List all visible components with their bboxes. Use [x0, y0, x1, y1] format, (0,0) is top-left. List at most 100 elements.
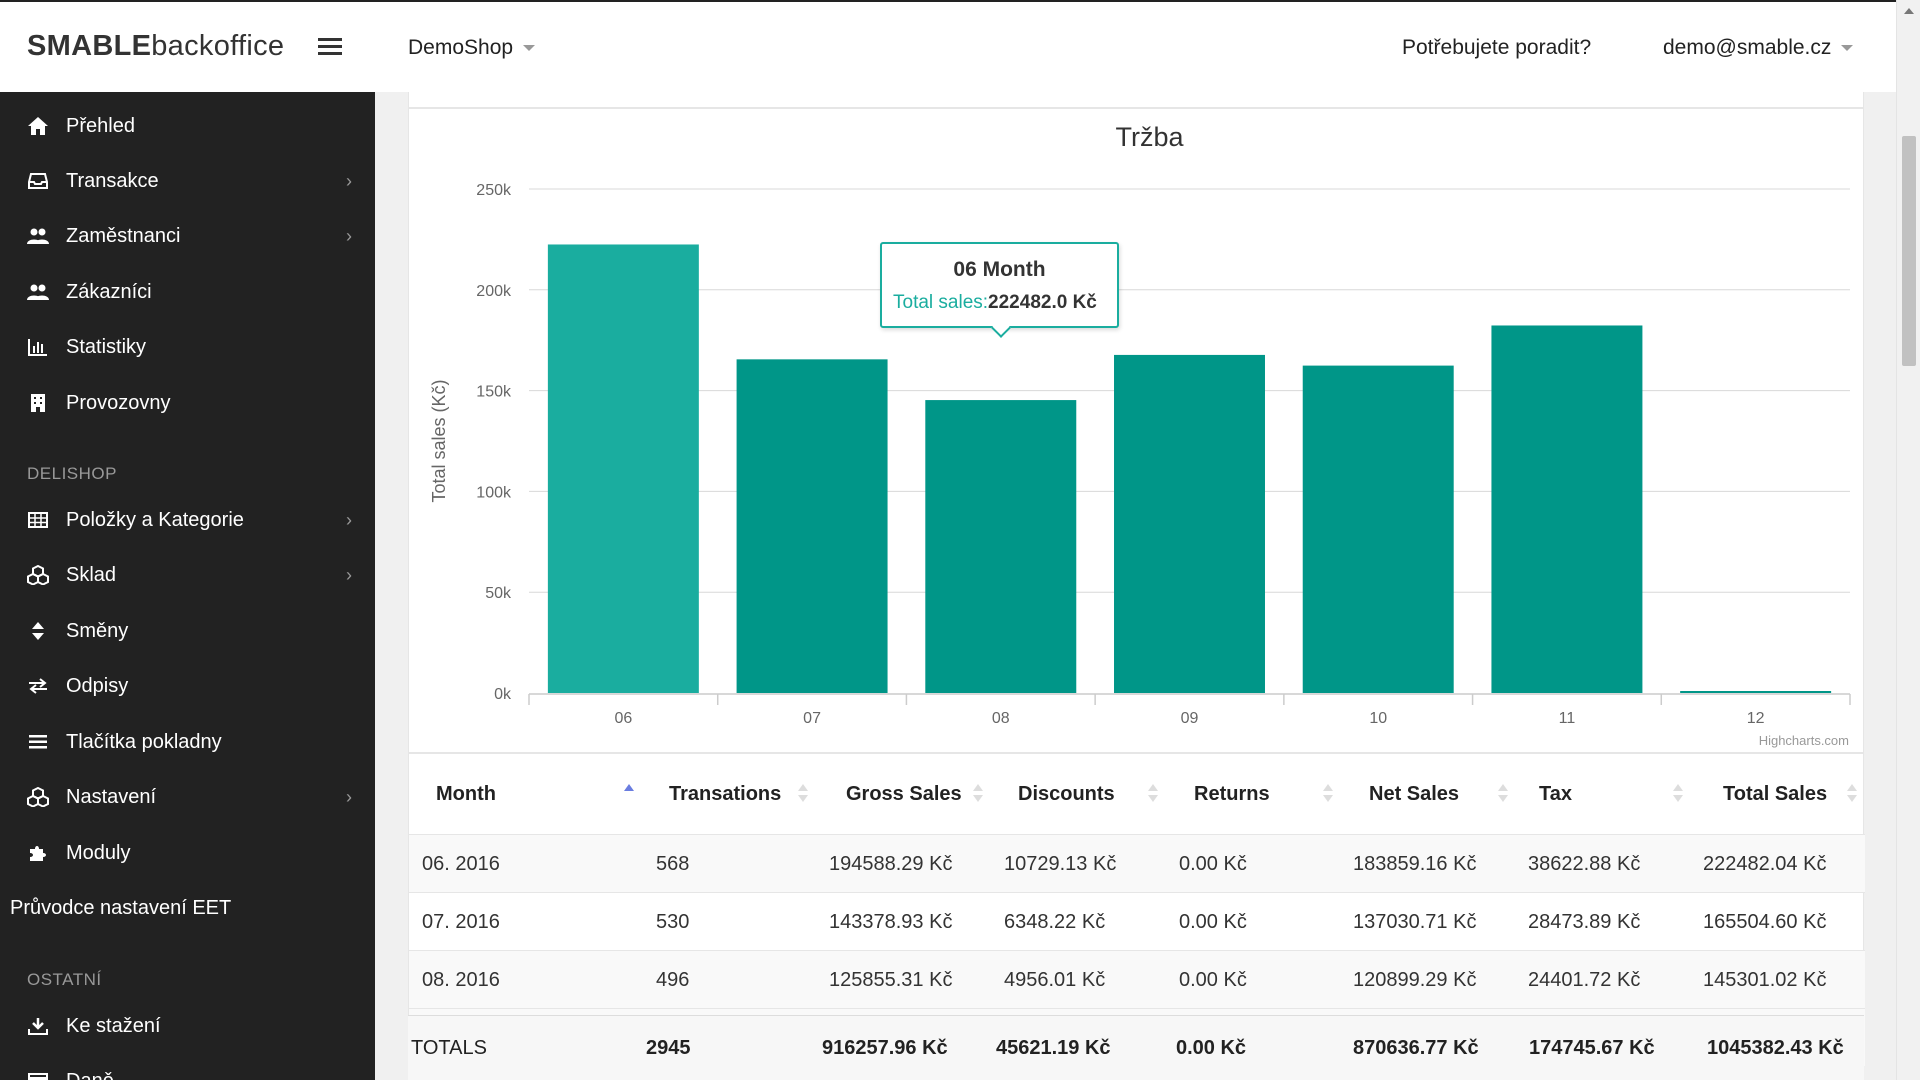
x-tick-label: 08	[992, 710, 1010, 727]
sort-icon[interactable]	[1498, 784, 1508, 804]
table-cell: 120899.29 Kč	[1353, 968, 1477, 991]
table-cell: 0.00 Kč	[1179, 910, 1247, 933]
sidebar-item-ke-stazeni[interactable]: Ke stažení	[0, 999, 375, 1053]
totals-cell: 174745.67 Kč	[1529, 1037, 1655, 1059]
sidebar-item-smeny[interactable]: Směny	[0, 604, 375, 658]
x-tick-label: 11	[1559, 710, 1576, 727]
chart-tooltip: 06 Month Total sales:222482.0 Kč	[880, 242, 1119, 338]
x-tick-label: 09	[1181, 710, 1199, 727]
hamburger-menu-icon[interactable]	[318, 38, 342, 56]
chart-bar	[547, 244, 699, 694]
column-header[interactable]: Discounts	[1018, 782, 1115, 805]
column-header[interactable]: Tax	[1539, 782, 1572, 805]
sidebar-item-prehled[interactable]: Přehled	[0, 99, 375, 153]
x-tick-label: 07	[803, 710, 821, 727]
sidebar-item-label: Přehled	[66, 114, 135, 137]
download-icon	[27, 1015, 49, 1037]
table-cell: 4956.01 Kč	[1004, 968, 1106, 991]
chart-bar	[1491, 325, 1643, 693]
table-cell: 07. 2016	[422, 910, 500, 933]
user-dropdown[interactable]: demo@smable.cz	[1663, 36, 1854, 60]
help-link[interactable]: Potřebujete poradit?	[1402, 36, 1592, 59]
column-header[interactable]: Transations	[669, 782, 782, 805]
sidebar-item-label: Zákazníci	[66, 280, 152, 303]
sidebar-item-dane[interactable]: Daně	[0, 1054, 375, 1080]
exchange-icon	[27, 675, 49, 697]
scroll-up-arrow-icon[interactable]	[1904, 8, 1914, 14]
table-cell: 222482.04 Kč	[1703, 852, 1827, 875]
sidebar-item-label: Položky a Kategorie	[66, 508, 244, 531]
sidebar-item-label: Moduly	[66, 841, 131, 864]
table-cell: 496	[656, 968, 690, 991]
sort-icon[interactable]	[1148, 784, 1158, 804]
chevron-right-icon: ›	[346, 786, 352, 807]
sidebar-item-sklad[interactable]: Sklad ›	[0, 548, 375, 602]
shop-dropdown[interactable]: DemoShop	[408, 36, 536, 60]
chart-bar	[1680, 691, 1832, 693]
y-tick-label: 150k	[476, 384, 512, 401]
table-icon	[27, 509, 49, 531]
chart-bar	[736, 359, 888, 693]
sidebar-item-label: Sklad	[66, 563, 117, 586]
chart-bar	[925, 400, 1077, 693]
table-totals-row: TOTALS 2945 916257.96 Kč 45621.19 Kč 0.00 Kč…	[408, 1015, 1864, 1080]
column-header[interactable]: Net Sales	[1369, 782, 1460, 805]
sidebar-item-zakaznici[interactable]: Zákazníci	[0, 265, 375, 319]
shop-dropdown-label: DemoShop	[408, 36, 514, 59]
tooltip-title: 06 Month	[953, 258, 1046, 281]
sort-icon[interactable]	[624, 784, 634, 804]
sidebar-item-polozky[interactable]: Položky a Kategorie ›	[0, 493, 375, 547]
sidebar-item-label: Nastavení	[66, 785, 157, 808]
building-icon	[27, 392, 49, 414]
list-icon	[27, 731, 49, 753]
sidebar-item-odpisy[interactable]: Odpisy	[0, 659, 375, 713]
table-cell: 143378.93 Kč	[829, 910, 953, 933]
y-tick-label: 250k	[476, 182, 512, 199]
table-cell: 125855.31 Kč	[829, 968, 953, 991]
column-header[interactable]: Total Sales	[1723, 782, 1828, 805]
table-row: 08. 2016 496 125855.31 Kč 4956.01 Kč 0.00 Kč…	[409, 950, 1865, 1008]
y-tick-label: 50k	[485, 585, 512, 602]
sidebar-item-moduly[interactable]: Moduly	[0, 826, 375, 880]
sort-icon[interactable]	[1323, 784, 1333, 804]
table-cell: 145301.02 Kč	[1703, 968, 1827, 991]
sort-icon[interactable]	[1673, 784, 1683, 804]
sidebar-item-zamestnanci[interactable]: Zaměstnanci ›	[0, 209, 375, 263]
totals-cell: 916257.96 Kč	[822, 1037, 948, 1059]
totals-cell: 2945	[646, 1037, 691, 1059]
chevron-right-icon: ›	[346, 564, 352, 585]
x-tick-label: 10	[1369, 710, 1387, 727]
sidebar-item-nastaveni[interactable]: Nastavení ›	[0, 770, 375, 824]
column-header[interactable]: Month	[436, 782, 496, 805]
sidebar-item-label: Směny	[66, 619, 129, 642]
highcharts-credit-link[interactable]: Highcharts.com	[1758, 733, 1849, 748]
sidebar-item-statistiky[interactable]: Statistiky	[0, 320, 375, 374]
x-tick-label: 12	[1747, 710, 1765, 727]
cubes-icon	[27, 564, 49, 586]
sort-icon[interactable]	[973, 784, 983, 804]
sidebar-section-delishop: DELISHOP	[27, 464, 117, 483]
sort-icon[interactable]	[1847, 784, 1857, 804]
sidebar-item-provozovny[interactable]: Provozovny	[0, 376, 375, 430]
totals-cell: 870636.77 Kč	[1353, 1037, 1479, 1059]
sidebar-item-label: Odpisy	[66, 674, 129, 697]
table-cell: 194588.29 Kč	[829, 852, 953, 875]
column-header[interactable]: Returns	[1194, 782, 1270, 805]
main-content: Tržba 0k 50k 100k 150k 200k 250k Total sales (K…	[375, 92, 1896, 1080]
sidebar-item-tlacitka[interactable]: Tlačítka pokladny	[0, 715, 375, 769]
tooltip-value: 222482.0 Kč	[988, 292, 1097, 313]
table-cell: 24401.72 Kč	[1528, 968, 1641, 991]
sidebar-item-eet[interactable]: Průvodce nastavení EET	[0, 881, 375, 935]
app-logo[interactable]: SMABLEbackoffice	[27, 30, 285, 62]
users-icon	[27, 225, 49, 247]
sidebar-item-transakce[interactable]: Transakce ›	[0, 154, 375, 208]
sidebar: Přehled Transakce › Zaměstnanci › Zákazn…	[0, 92, 375, 1080]
column-header[interactable]: Gross Sales	[846, 782, 962, 805]
scrollbar-thumb[interactable]	[1902, 136, 1916, 366]
page-scrollbar[interactable]	[1896, 0, 1920, 1080]
sort-icon[interactable]	[798, 784, 808, 804]
tooltip-line: Total sales:222482.0 Kč	[893, 292, 1097, 314]
y-tick-label: 0k	[494, 686, 512, 703]
sidebar-item-label: Provozovny	[66, 391, 171, 414]
chart-bar	[1302, 365, 1454, 693]
